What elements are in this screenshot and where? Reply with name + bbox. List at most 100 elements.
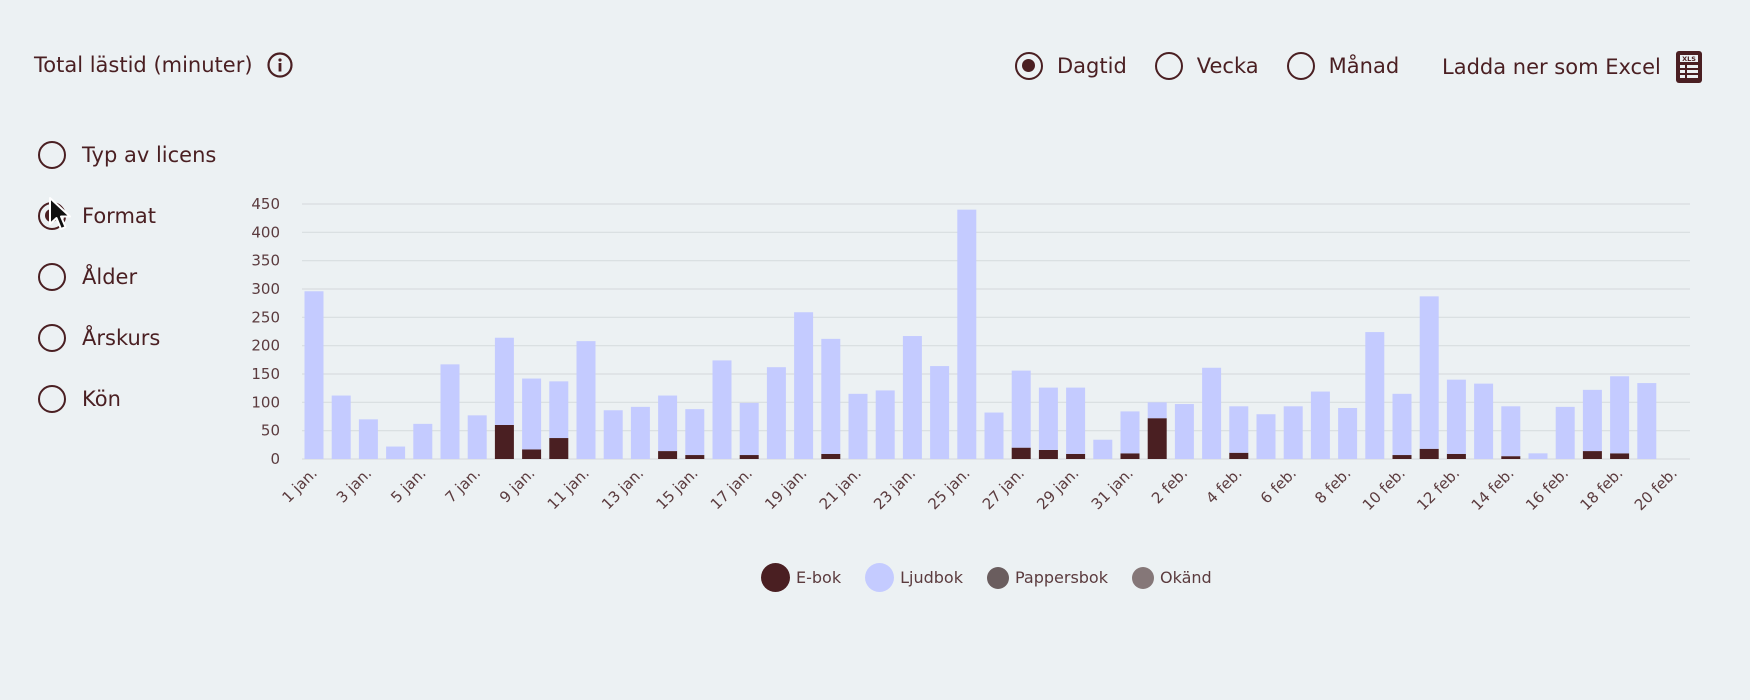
bar-segment[interactable] <box>685 409 705 456</box>
bar-segment[interactable] <box>739 402 759 456</box>
bar-segment[interactable] <box>1392 455 1412 459</box>
bar-segment[interactable] <box>494 425 514 459</box>
bar-segment[interactable] <box>875 390 895 459</box>
bar-segment[interactable] <box>630 406 650 459</box>
chart-header: Total lästid (minuter) <box>34 52 293 78</box>
period-option-vecka[interactable]: Vecka <box>1154 52 1259 80</box>
bar-segment[interactable] <box>1338 408 1358 459</box>
bar-segment[interactable] <box>1147 402 1167 419</box>
bar-segment[interactable] <box>902 336 922 459</box>
download-excel-button[interactable]: Ladda ner som Excel XLS <box>1442 50 1703 84</box>
bar-segment[interactable] <box>1528 453 1548 459</box>
x-tick-label: 20 feb. <box>1631 464 1681 514</box>
x-tick-label: 17 jan. <box>707 464 756 513</box>
bar-segment[interactable] <box>821 338 841 454</box>
bar-segment[interactable] <box>1066 387 1086 454</box>
bar-segment[interactable] <box>467 415 487 459</box>
bar-segment[interactable] <box>1174 404 1194 459</box>
bar-segment[interactable] <box>1419 296 1439 449</box>
bar-segment[interactable] <box>603 410 623 459</box>
bar-segment[interactable] <box>1229 452 1249 459</box>
radio-vecka[interactable] <box>1154 52 1183 80</box>
bar-segment[interactable] <box>1419 448 1439 459</box>
bar-segment[interactable] <box>957 209 977 459</box>
legend-item-ljudbok[interactable]: Ljudbok <box>859 563 963 592</box>
bar-segment[interactable] <box>549 438 569 459</box>
bar-segment[interactable] <box>1093 439 1113 459</box>
bar-segment[interactable] <box>1474 383 1494 459</box>
breakdown-option-arskurs[interactable]: Årskurs <box>38 307 216 368</box>
bar-segment[interactable] <box>658 395 678 452</box>
bar-segment[interactable] <box>1147 418 1167 459</box>
bar-segment[interactable] <box>1120 411 1140 454</box>
y-tick-label: 300 <box>251 280 280 298</box>
bar-segment[interactable] <box>1011 447 1031 459</box>
bar-segment[interactable] <box>1310 391 1330 459</box>
info-icon[interactable] <box>266 52 293 78</box>
radio-licens[interactable] <box>38 140 66 169</box>
bar-segment[interactable] <box>304 291 324 459</box>
bar-segment[interactable] <box>549 381 569 439</box>
legend-swatch-pappersbok <box>986 566 1009 589</box>
period-option-dagtid[interactable]: Dagtid <box>1015 52 1127 80</box>
breakdown-option-licens[interactable]: Typ av licens <box>38 124 216 185</box>
legend-item-pappersbok[interactable]: Pappersbok <box>981 566 1108 589</box>
bar-segment[interactable] <box>386 446 406 459</box>
bar-segment[interactable] <box>766 367 786 459</box>
bar-segment[interactable] <box>821 453 841 459</box>
bar-segment[interactable] <box>1120 453 1140 459</box>
period-label-manad: Månad <box>1328 54 1400 78</box>
breakdown-option-format[interactable]: Format <box>38 185 216 246</box>
radio-arskurs[interactable] <box>38 323 66 352</box>
bar-segment[interactable] <box>848 393 868 459</box>
bar-segment[interactable] <box>1446 379 1466 454</box>
bar-segment[interactable] <box>1582 389 1602 452</box>
bar-segment[interactable] <box>1555 406 1575 459</box>
radio-kon[interactable] <box>38 384 66 413</box>
bar-segment[interactable] <box>358 419 378 459</box>
bar-segment[interactable] <box>440 364 460 459</box>
bar-segment[interactable] <box>1637 383 1657 459</box>
x-tick-label: 18 feb. <box>1576 464 1626 514</box>
bar-segment[interactable] <box>1501 456 1521 459</box>
bar-segment[interactable] <box>1392 393 1412 456</box>
radio-alder[interactable] <box>38 262 66 291</box>
bar-segment[interactable] <box>494 337 514 425</box>
breakdown-option-kon[interactable]: Kön <box>38 368 216 429</box>
bar-segment[interactable] <box>1066 453 1086 459</box>
radio-manad[interactable] <box>1286 52 1315 80</box>
bar-segment[interactable] <box>1446 453 1466 459</box>
bar-segment[interactable] <box>522 378 542 450</box>
bar-segment[interactable] <box>1202 367 1222 459</box>
bar-segment[interactable] <box>712 360 732 459</box>
bar-segment[interactable] <box>1365 332 1385 459</box>
bar-segment[interactable] <box>1011 370 1031 448</box>
bar-segment[interactable] <box>739 455 759 459</box>
x-tick-label: 10 feb. <box>1359 464 1409 514</box>
bar-segment[interactable] <box>1582 451 1602 459</box>
bar-segment[interactable] <box>1283 406 1303 459</box>
period-option-manad[interactable]: Månad <box>1286 52 1400 80</box>
bar-segment[interactable] <box>1229 406 1249 453</box>
radio-dagtid[interactable] <box>1015 52 1043 80</box>
bar-segment[interactable] <box>930 366 950 459</box>
bar-segment[interactable] <box>984 412 1004 459</box>
bar-segment[interactable] <box>658 451 678 459</box>
bar-segment[interactable] <box>1038 387 1058 450</box>
legend-item-ebok[interactable]: E-bok <box>755 563 841 592</box>
legend-item-okand[interactable]: Okänd <box>1126 566 1212 589</box>
bar-segment[interactable] <box>794 312 814 459</box>
bar-segment[interactable] <box>1038 449 1058 459</box>
bar-segment[interactable] <box>1610 376 1630 454</box>
bar-segment[interactable] <box>1501 406 1521 457</box>
bar-segment[interactable] <box>576 341 596 459</box>
y-tick-label: 100 <box>251 393 280 411</box>
bar-segment[interactable] <box>413 423 433 459</box>
bar-segment[interactable] <box>522 449 542 459</box>
bar-segment[interactable] <box>685 455 705 459</box>
bar-segment[interactable] <box>1256 414 1276 459</box>
x-tick-label: 25 jan. <box>924 464 973 513</box>
bar-segment[interactable] <box>331 395 351 459</box>
bar-segment[interactable] <box>1610 453 1630 459</box>
breakdown-option-alder[interactable]: Ålder <box>38 246 216 307</box>
